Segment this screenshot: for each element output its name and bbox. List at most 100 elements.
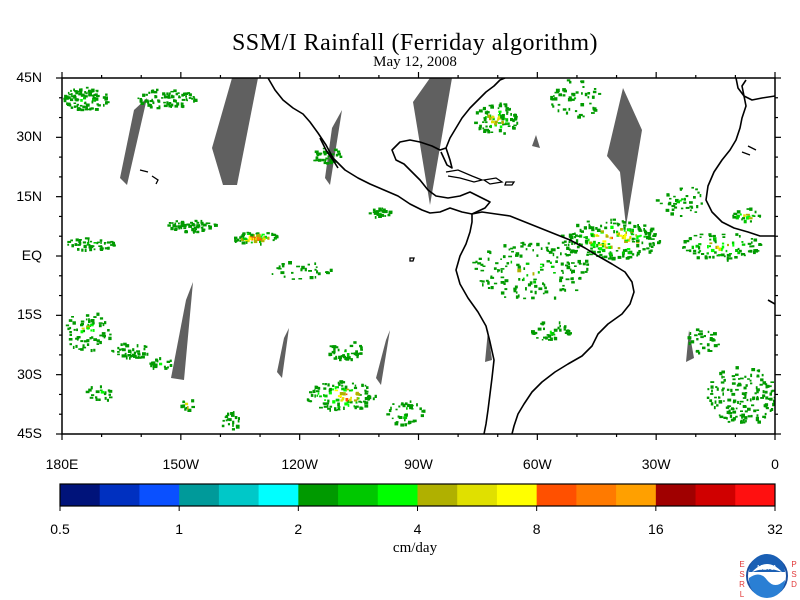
rain-pixel — [544, 290, 549, 294]
rain-pixel — [240, 237, 245, 241]
rain-pixel — [764, 390, 768, 394]
rain-pixel — [622, 222, 627, 224]
rain-pixel — [316, 390, 320, 393]
rain-pixel — [497, 122, 502, 124]
rain-pixel — [587, 92, 591, 95]
islands — [139, 145, 757, 262]
rain-pixel — [665, 208, 670, 212]
rain-pixel — [166, 101, 169, 105]
rain-pixel — [93, 248, 96, 251]
rain-pixel — [647, 232, 652, 235]
rain-pixel — [638, 250, 641, 254]
longitude-label: 120W — [281, 456, 318, 472]
rain-pixel — [358, 400, 362, 403]
rain-pixel — [322, 147, 326, 150]
rain-pixel — [575, 91, 579, 94]
rain-pixel — [570, 277, 573, 281]
rain-pixel — [367, 395, 372, 400]
rain-pixel — [353, 386, 358, 390]
rain-pixel — [222, 419, 225, 422]
rain-pixel — [87, 239, 90, 243]
rain-pixel — [104, 391, 107, 395]
rain-pixel — [635, 234, 637, 237]
rain-pixel — [386, 413, 391, 416]
rain-pixel — [68, 93, 73, 96]
rain-pixel — [628, 221, 632, 225]
rain-pixel — [601, 248, 606, 253]
rain-pixel — [721, 375, 723, 379]
rain-pixel — [248, 237, 252, 241]
rain-pixel — [565, 278, 570, 281]
rain-pixel — [87, 323, 90, 326]
rain-pixel — [683, 240, 687, 244]
colorbar-swatch — [218, 484, 260, 506]
rain-pixel — [102, 322, 105, 327]
longitude-label: 30W — [641, 456, 671, 472]
rain-pixel — [167, 103, 171, 106]
rain-pixel — [335, 386, 339, 389]
rain-pixel — [499, 125, 503, 129]
rain-pixel — [626, 248, 631, 251]
rain-pixel — [756, 414, 759, 417]
rain-pixel — [693, 234, 698, 237]
rain-pixel — [256, 232, 260, 235]
rain-pixel — [732, 417, 737, 419]
rain-pixel — [159, 362, 163, 366]
rain-pixel — [76, 338, 79, 341]
rain-pixel — [262, 237, 266, 241]
rain-pixel — [593, 240, 596, 245]
rain-pixel — [737, 247, 740, 250]
rain-pixel — [546, 334, 550, 336]
rain-pixel — [232, 420, 235, 425]
rain-pixel — [404, 419, 406, 422]
rain-pixel — [720, 381, 725, 384]
rain-pixel — [588, 226, 592, 230]
rain-pixel — [753, 238, 758, 242]
rain-pixel — [109, 333, 112, 336]
rain-pixel — [492, 117, 495, 121]
rain-pixel — [72, 321, 76, 325]
rain-pixel — [108, 336, 112, 341]
rain-pixel — [741, 218, 743, 221]
rain-pixel — [593, 88, 597, 90]
rain-pixel — [591, 228, 595, 232]
rain-pixel — [646, 236, 648, 240]
rain-pixel — [271, 232, 274, 236]
rain-pixel — [503, 282, 506, 285]
rain-pixel — [84, 95, 88, 98]
rain-pixel — [622, 235, 627, 240]
rain-pixel — [595, 227, 598, 230]
rain-pixel — [579, 276, 582, 280]
rain-pixel — [325, 157, 329, 160]
rain-pixel — [334, 407, 337, 411]
rain-pixel — [153, 363, 158, 367]
rain-pixel — [627, 238, 631, 242]
rain-pixel — [73, 94, 77, 98]
rain-pixel — [315, 156, 319, 160]
rain-pixel — [107, 329, 110, 332]
rain-pixel — [95, 97, 99, 101]
rain-pixel — [84, 101, 87, 104]
rain-pixel — [91, 100, 94, 104]
rain-pixel — [737, 382, 741, 385]
rain-pixel — [636, 251, 639, 255]
rain-pixel — [712, 234, 716, 238]
rain-pixel — [163, 365, 166, 368]
rain-pixel — [527, 283, 531, 287]
rain-pixel — [522, 243, 526, 246]
rain-pixel — [624, 233, 627, 237]
rain-pixel — [689, 201, 693, 204]
colorbar-swatch — [417, 484, 458, 506]
rain-pixel — [726, 417, 728, 420]
rain-pixel — [743, 392, 746, 396]
rain-pixel — [718, 254, 722, 256]
rain-pixel — [147, 103, 151, 107]
rain-pixel — [564, 332, 567, 334]
rain-pixel — [554, 91, 558, 94]
rain-pixel — [482, 106, 486, 111]
rain-pixel — [582, 86, 585, 88]
colorbar-swatch — [496, 484, 538, 506]
rain-pixel — [388, 409, 392, 413]
rain-pixel — [713, 332, 717, 336]
